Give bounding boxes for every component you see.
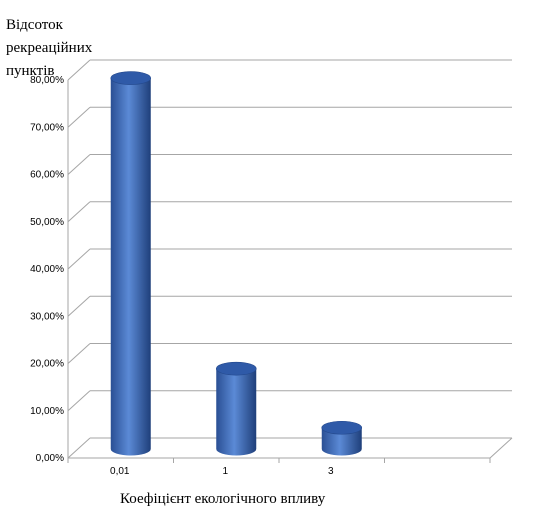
y-tick-label: 80,00% — [30, 75, 64, 86]
floor-edge — [489, 437, 513, 459]
y-tick-label: 70,00% — [30, 122, 64, 133]
bars — [110, 71, 363, 456]
y-tick-label: 50,00% — [30, 217, 64, 228]
bar — [321, 420, 363, 456]
y-tick-label: 0,00% — [36, 453, 64, 464]
gridline-side — [67, 295, 91, 317]
x-tick-labels: 0,01 1 3 — [110, 466, 334, 477]
bar — [110, 71, 152, 456]
gridline-side — [67, 390, 91, 412]
y-tick-labels: 0,00% 10,00% 20,00% 30,00% 40,00% 50,00% 60,00… — [30, 75, 64, 464]
gridline-side — [67, 248, 91, 270]
gridline-side — [67, 154, 91, 175]
y-axis-title-line: пунктів — [6, 63, 54, 79]
y-tick-label: 60,00% — [30, 170, 64, 181]
y-axis-title: Відсоток рекреаційних пунктів — [6, 17, 93, 79]
x-tick-label: 0,01 — [110, 466, 130, 477]
y-axis-title-line: Відсоток — [6, 17, 64, 33]
gridline-side — [67, 201, 91, 223]
axes — [67, 80, 513, 463]
bar — [215, 361, 257, 456]
gridline-side — [67, 59, 91, 81]
x-tick-label: 3 — [328, 466, 334, 477]
gridline-side — [67, 343, 91, 364]
x-axis-title: Коефіцієнт екологічного впливу — [120, 491, 326, 507]
y-tick-label: 40,00% — [30, 264, 64, 275]
x-tick-label: 1 — [222, 466, 228, 477]
y-tick-label: 20,00% — [30, 359, 64, 370]
gridline-side — [67, 437, 91, 459]
y-tick-label: 10,00% — [30, 406, 64, 417]
gridlines — [67, 59, 512, 459]
gridline-side — [67, 106, 91, 128]
y-tick-label: 30,00% — [30, 311, 64, 322]
y-axis-title-line: рекреаційних — [6, 40, 93, 56]
